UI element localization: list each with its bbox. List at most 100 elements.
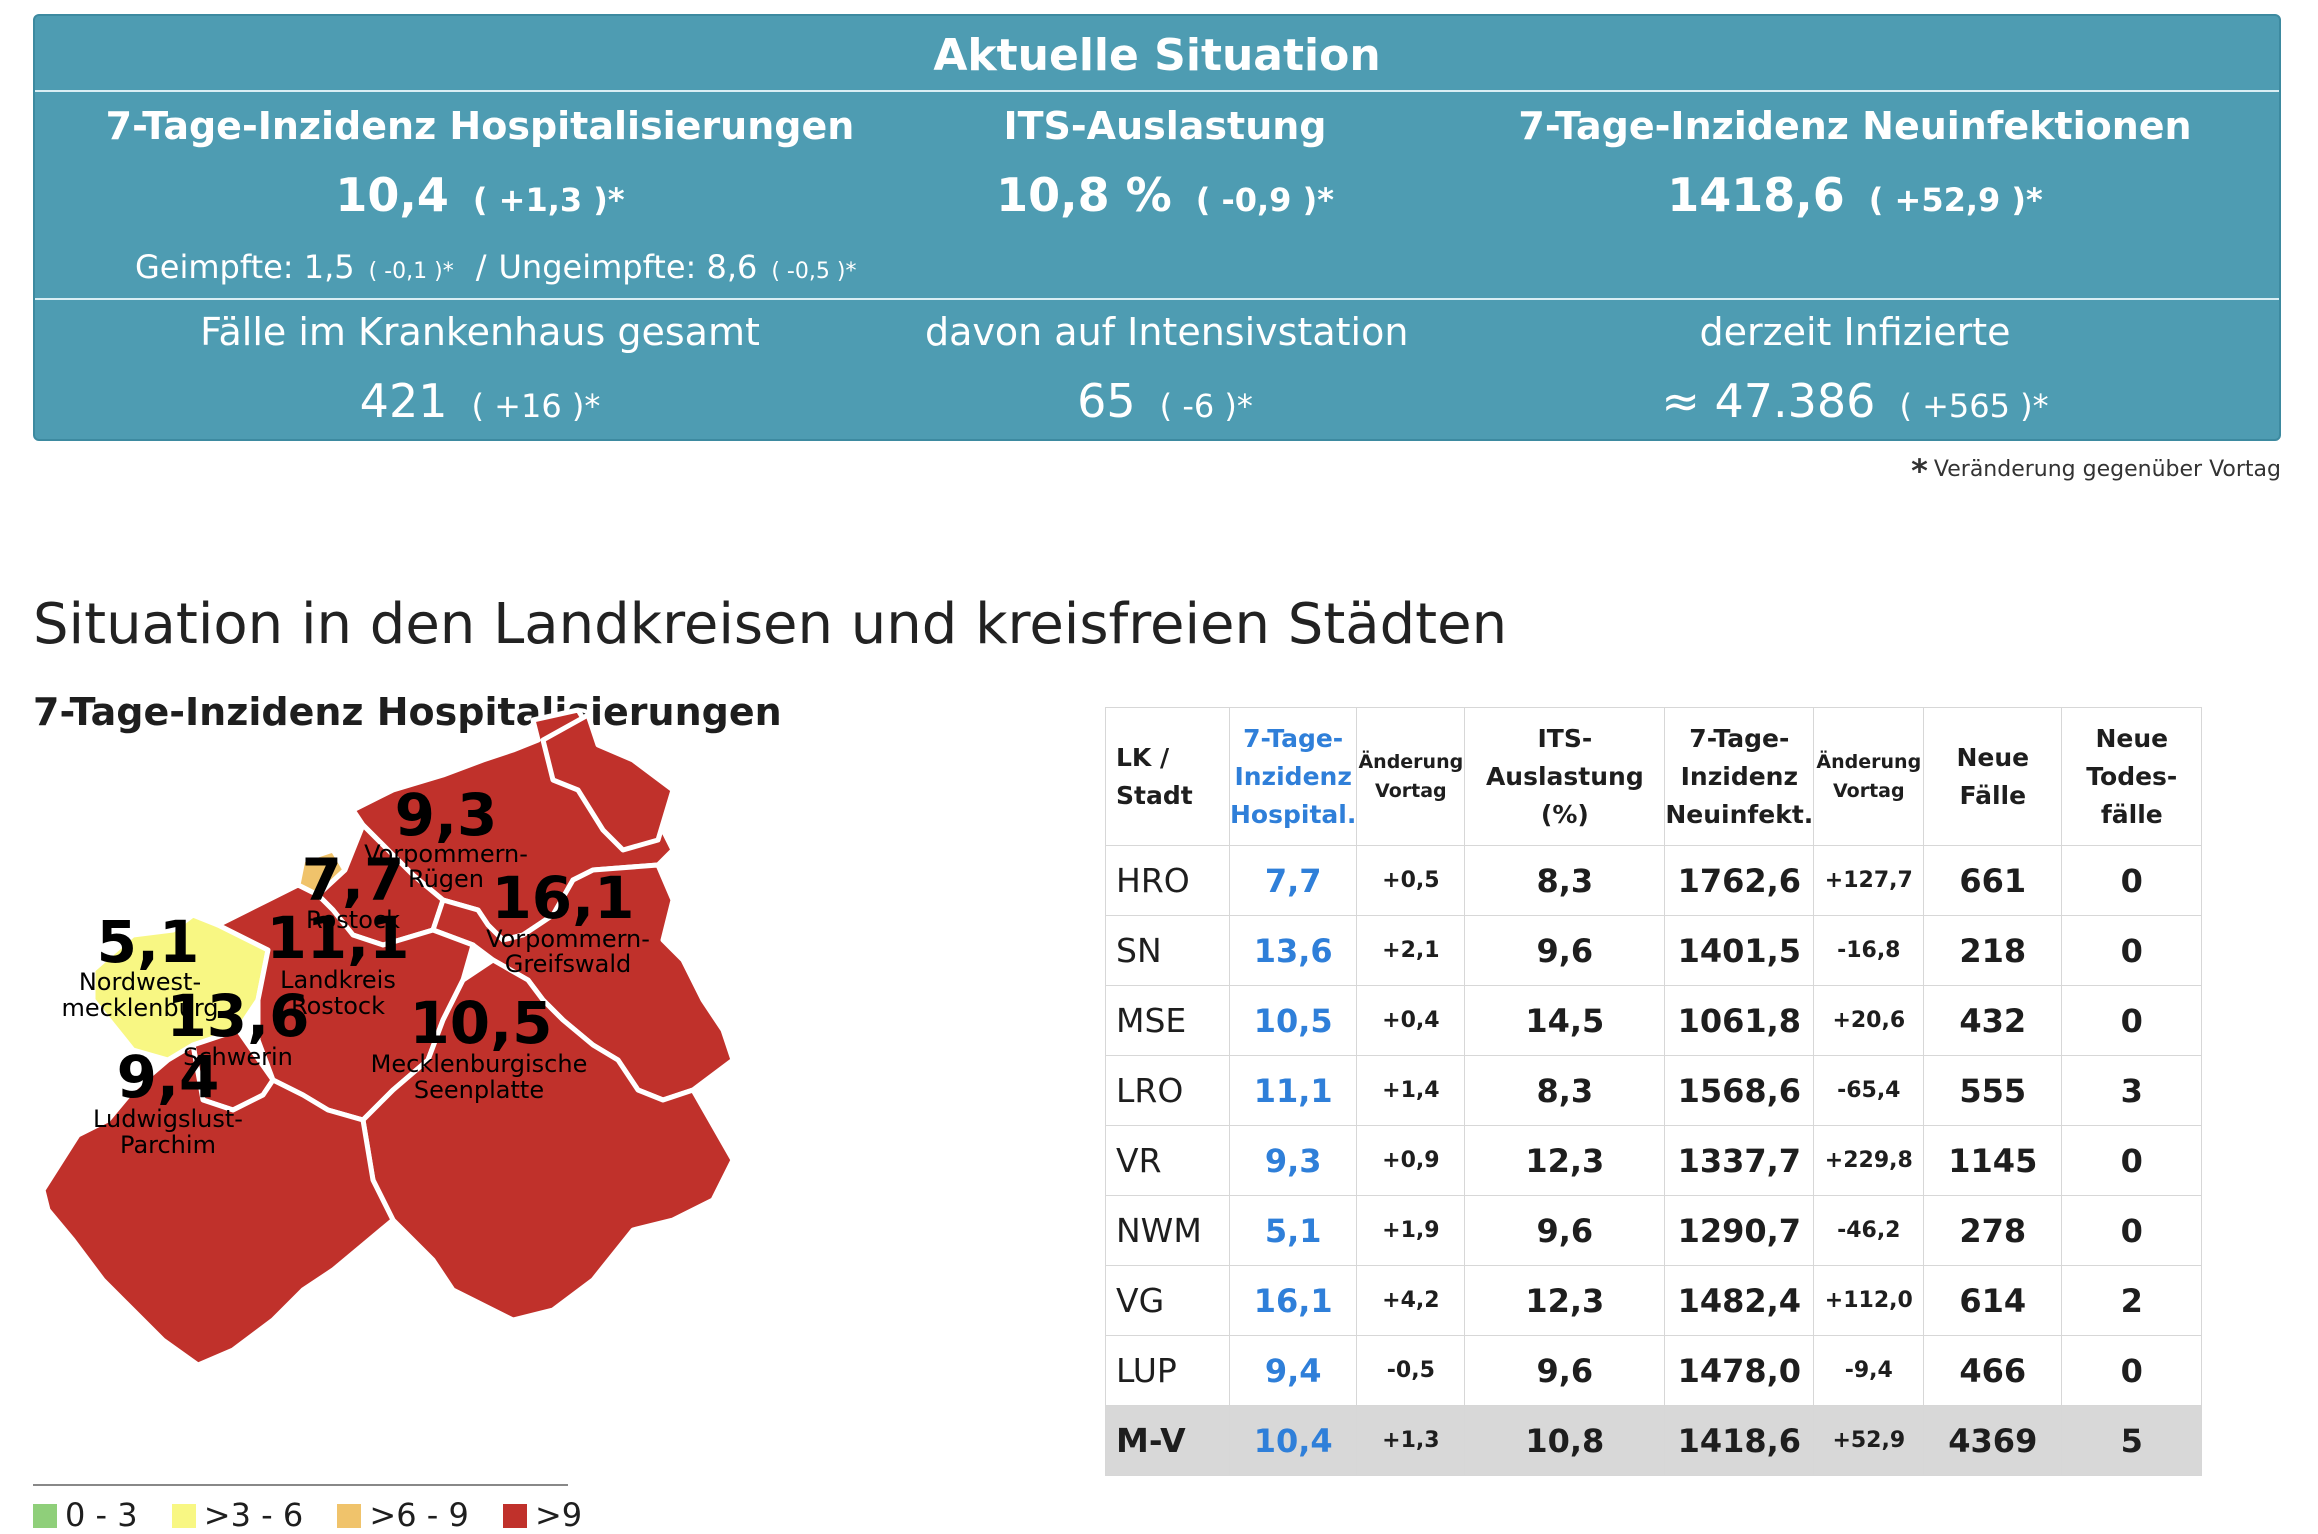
geimpfte-line: Geimpfte: 1,5 ( -0,1 )* / Ungeimpfte: 8,6 ( … [135,248,866,286]
map-legend: 0 - 3 >3 - 6 >6 - 9 >9 [33,1484,582,1534]
cell-faelle: 661 [1923,845,2063,916]
region-ludwigslust-parchim[interactable] [40,1042,396,1368]
cell-tod: 0 [2061,915,2203,986]
th-faelle: Neue Fälle [1923,707,2063,846]
cell-aend2: -65,4 [1813,1055,1925,1126]
kpi-its-value: 10,8 % [996,168,1172,222]
cell-tod: 0 [2061,845,2203,916]
legend-label-3-6: >3 - 6 [203,1496,304,1534]
cell-its: 14,5 [1464,985,1666,1056]
cell-its: 12,3 [1464,1265,1666,1336]
kpi-neu-change: ( +52,9 )* [1868,181,2043,219]
legend-swatch-yellow [171,1504,196,1528]
kpi-krankenhaus: Fälle im Krankenhaus gesamt 421 ( +16 )* [35,310,925,428]
table-row: VR 9,3 +0,9 12,3 1337,7 +229,8 1145 0 [1105,1125,2203,1196]
table-row: HRO 7,7 +0,5 8,3 1762,6 +127,7 661 0 [1105,845,2203,916]
district-map: 9,3 Vorpommern- Rügen 7,7 Rostock 16,1 V… [40,707,736,1368]
cell-tod: 5 [2061,1405,2203,1476]
section-title: Situation in den Landkreisen und kreisfr… [33,592,1508,657]
map-title: 7-Tage-Inzidenz Hospitalisierungen [33,690,782,734]
map-label-lro-1: Landkreis [280,966,396,994]
map-label-lro-2: Rostock [291,992,385,1020]
cell-neu: 1762,6 [1664,845,1815,916]
geimpfte-label: Geimpfte: 1,5 [135,248,355,286]
map-label-vr-2: Rügen [408,865,484,893]
cell-aend2: +20,6 [1813,985,1925,1056]
kpi-intensiv-change: ( -6 )* [1159,387,1253,425]
kpi-its: ITS-Auslastung 10,8 % ( -0,9 )* [925,104,1405,222]
cell-aend2: -16,8 [1813,915,1925,986]
cell-hosp: 10,4 [1228,1405,1358,1476]
legend-label-0-3: 0 - 3 [65,1496,138,1534]
cell-lk: VG [1105,1265,1230,1336]
cell-neu: 1337,7 [1664,1125,1815,1196]
footnote-star: * [1911,452,1928,490]
footnote-text: Veränderung gegenüber Vortag [1933,457,2281,482]
th-its: ITS- Auslastung (%) [1464,707,1666,846]
kpi-hospitalisierung: 7-Tage-Inzidenz Hospitalisierungen 10,4 (… [35,104,925,222]
cell-hosp: 7,7 [1228,845,1358,916]
cell-faelle: 614 [1923,1265,2063,1336]
map-label-lup-1: Ludwigslust- [93,1105,243,1133]
kpi-intensiv-value: 65 [1077,374,1136,428]
cell-tod: 3 [2061,1055,2203,1126]
map-value-vr: 9,3 [395,781,498,849]
map-label-nwm-1: Nordwest- [79,968,201,996]
ungeimpfte-change: ( -0,5 )* [771,259,857,284]
table-header-row: LK / Stadt 7-Tage- Inzidenz Hospital. Änder… [1105,707,2203,846]
cell-tod: 2 [2061,1265,2203,1336]
footnote: * Veränderung gegenüber Vortag [1911,452,2281,490]
cell-hosp: 13,6 [1228,915,1358,986]
label-schwerin: 13,6 Schwerin [166,982,309,1071]
table-row: LUP 9,4 -0,5 9,6 1478,0 -9,4 466 0 [1105,1335,2203,1406]
region-mecklenburgische-seenplatte[interactable] [360,957,736,1323]
table-row: SN 13,6 +2,1 9,6 1401,5 -16,8 218 0 [1105,915,2203,986]
kpi-its-label: ITS-Auslastung [1003,104,1327,148]
cell-hosp: 10,5 [1228,985,1358,1056]
map-label-vr-1: Vorpommern- [364,840,528,868]
panel-divider-2 [35,298,2279,300]
table-row: VG 16,1 +4,2 12,3 1482,4 +112,0 614 2 [1105,1265,2203,1336]
cell-aend1: +4,2 [1356,1265,1466,1336]
legend-item-6-9: >6 - 9 [337,1496,469,1534]
map-label-nwm-2: mecklenburg [61,994,218,1022]
table-row: LRO 11,1 +1,4 8,3 1568,6 -65,4 555 3 [1105,1055,2203,1126]
map-value-lup: 9,4 [117,1043,220,1111]
kpi-krankenhaus-value: 421 [359,374,448,428]
ungeimpfte-label: Ungeimpfte: 8,6 [498,248,758,286]
cell-neu: 1061,8 [1664,985,1815,1056]
cell-lk: VR [1105,1125,1230,1196]
label-vorpommern-greifswald: 16,1 Vorpommern- Greifswald [486,864,650,978]
cell-neu: 1401,5 [1664,915,1815,986]
cell-faelle: 278 [1923,1195,2063,1266]
region-ruegen-island[interactable] [540,712,676,853]
th-aenderung-1: Änderung Vortag [1356,707,1466,846]
kpi-krankenhaus-label: Fälle im Krankenhaus gesamt [200,310,760,354]
kpi-intensiv: davon auf Intensivstation 65 ( -6 )* [925,310,1408,428]
th-aenderung-2: Änderung Vortag [1813,707,1925,846]
th-neuinfekt: 7-Tage- Inzidenz Neuinfekt. [1664,707,1815,846]
label-nordwestmecklenburg: 5,1 Nordwest- mecklenburg [61,908,218,1022]
label-landkreis-rostock: 11,1 Landkreis Rostock [266,904,409,1020]
map-value-sn: 13,6 [166,982,309,1050]
label-vorpommern-ruegen: 9,3 Vorpommern- Rügen [364,781,528,893]
map-value-mse: 10,5 [409,989,552,1057]
cell-tod: 0 [2061,1335,2203,1406]
kpi-neu-label: 7-Tage-Inzidenz Neuinfektionen [1518,104,2192,148]
cell-aend1: +1,3 [1356,1405,1466,1476]
map-label-lup-2: Parchim [120,1131,216,1159]
cell-aend2: +127,7 [1813,845,1925,916]
label-ludwigslust-parchim: 9,4 Ludwigslust- Parchim [93,1043,243,1159]
kpi-hosp-label: 7-Tage-Inzidenz Hospitalisierungen [105,104,855,148]
legend-label-6-9: >6 - 9 [369,1496,469,1534]
kpi-infizierte-change: ( +565 )* [1899,387,2049,425]
map-label-sn: Schwerin [183,1043,293,1071]
cell-neu: 1482,4 [1664,1265,1815,1336]
cell-aend2: +229,8 [1813,1125,1925,1196]
map-label-mse-1: Mecklenburgische [371,1050,588,1078]
district-table: LK / Stadt 7-Tage- Inzidenz Hospital. Änder… [1105,707,2203,1476]
map-label-hro: Rostock [306,906,400,934]
cell-hosp: 9,4 [1228,1335,1358,1406]
map-label-mse-2: Seenplatte [414,1076,544,1104]
panel-title: Aktuelle Situation [933,30,1381,81]
